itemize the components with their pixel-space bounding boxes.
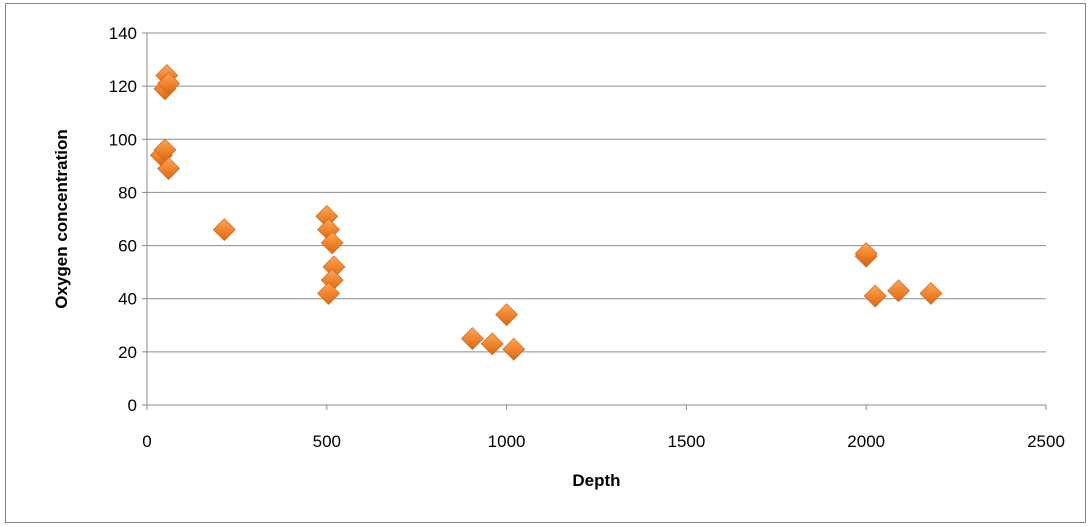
x-tick-label: 0 xyxy=(142,432,151,451)
data-point xyxy=(317,281,341,305)
data-point xyxy=(887,279,910,303)
y-tick-label: 100 xyxy=(109,130,137,149)
data-point xyxy=(495,303,519,327)
x-axis-title: Depth xyxy=(572,471,620,490)
data-point xyxy=(863,284,887,308)
y-tick-label: 140 xyxy=(109,24,137,43)
data-point xyxy=(212,218,236,242)
x-tick-label: 500 xyxy=(313,432,341,451)
x-tick-label: 2500 xyxy=(1027,432,1065,451)
x-tick-label: 2000 xyxy=(847,432,885,451)
data-point xyxy=(320,231,344,255)
data-points xyxy=(149,64,943,361)
x-tick-label: 1000 xyxy=(488,432,526,451)
x-tick-labels: 0 500 1000 1500 2000 2500 xyxy=(142,432,1065,451)
y-tick-label: 80 xyxy=(118,183,137,202)
y-tick-label: 60 xyxy=(118,237,137,256)
data-point xyxy=(480,332,504,356)
data-point xyxy=(854,242,878,265)
data-point xyxy=(502,337,526,361)
axes xyxy=(142,32,1047,410)
y-tick-label: 120 xyxy=(109,77,137,96)
data-point xyxy=(157,157,181,180)
data-point xyxy=(461,327,484,350)
data-point xyxy=(157,72,181,95)
chart-frame: 0 20 40 60 80 100 120 140 0 500 1000 1500 2000 2500 … xyxy=(5,3,1086,523)
gridlines xyxy=(147,32,1046,353)
y-tick-labels: 0 20 40 60 80 100 120 140 xyxy=(109,24,137,415)
y-tick-label: 20 xyxy=(118,343,137,362)
x-tick-label: 1500 xyxy=(667,432,705,451)
y-tick-label: 0 xyxy=(128,396,137,415)
y-tick-label: 40 xyxy=(118,290,137,309)
y-axis-title: Oxygen concentration xyxy=(52,129,71,308)
data-point xyxy=(919,281,943,305)
